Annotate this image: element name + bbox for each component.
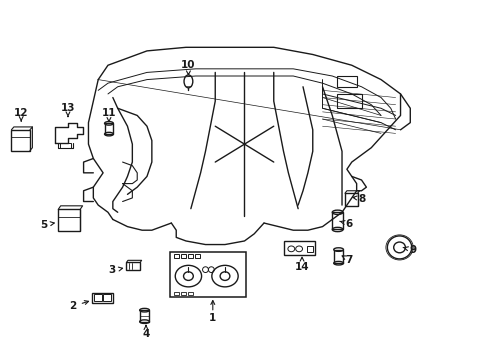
Text: 4: 4: [142, 329, 149, 339]
Bar: [11, 130, 30, 150]
Text: 12: 12: [14, 108, 28, 118]
Bar: [170, 252, 245, 297]
Bar: [103, 294, 111, 301]
Bar: [344, 193, 357, 206]
Bar: [140, 310, 149, 321]
Bar: [58, 210, 80, 231]
Text: 13: 13: [61, 103, 75, 113]
Bar: [104, 123, 113, 134]
Bar: [336, 76, 356, 87]
Bar: [126, 262, 140, 270]
Text: 8: 8: [357, 194, 365, 204]
Bar: [336, 94, 361, 108]
Text: 7: 7: [345, 255, 352, 265]
Bar: [194, 253, 199, 258]
Bar: [331, 212, 342, 229]
Text: 6: 6: [345, 219, 352, 229]
Text: 3: 3: [108, 265, 115, 275]
Bar: [283, 241, 315, 255]
Bar: [174, 292, 179, 296]
Text: 11: 11: [102, 108, 116, 118]
Bar: [181, 292, 185, 296]
Bar: [181, 253, 185, 258]
Bar: [174, 253, 179, 258]
Text: 14: 14: [294, 262, 309, 272]
Text: 5: 5: [40, 220, 47, 230]
Text: 9: 9: [408, 245, 415, 255]
Text: 1: 1: [209, 313, 216, 323]
Bar: [187, 292, 192, 296]
Bar: [60, 143, 71, 148]
Bar: [94, 294, 102, 301]
Bar: [187, 253, 192, 258]
Bar: [333, 249, 343, 263]
Text: 10: 10: [181, 60, 195, 70]
Bar: [306, 246, 312, 252]
Bar: [92, 293, 113, 303]
Text: 2: 2: [69, 301, 76, 311]
